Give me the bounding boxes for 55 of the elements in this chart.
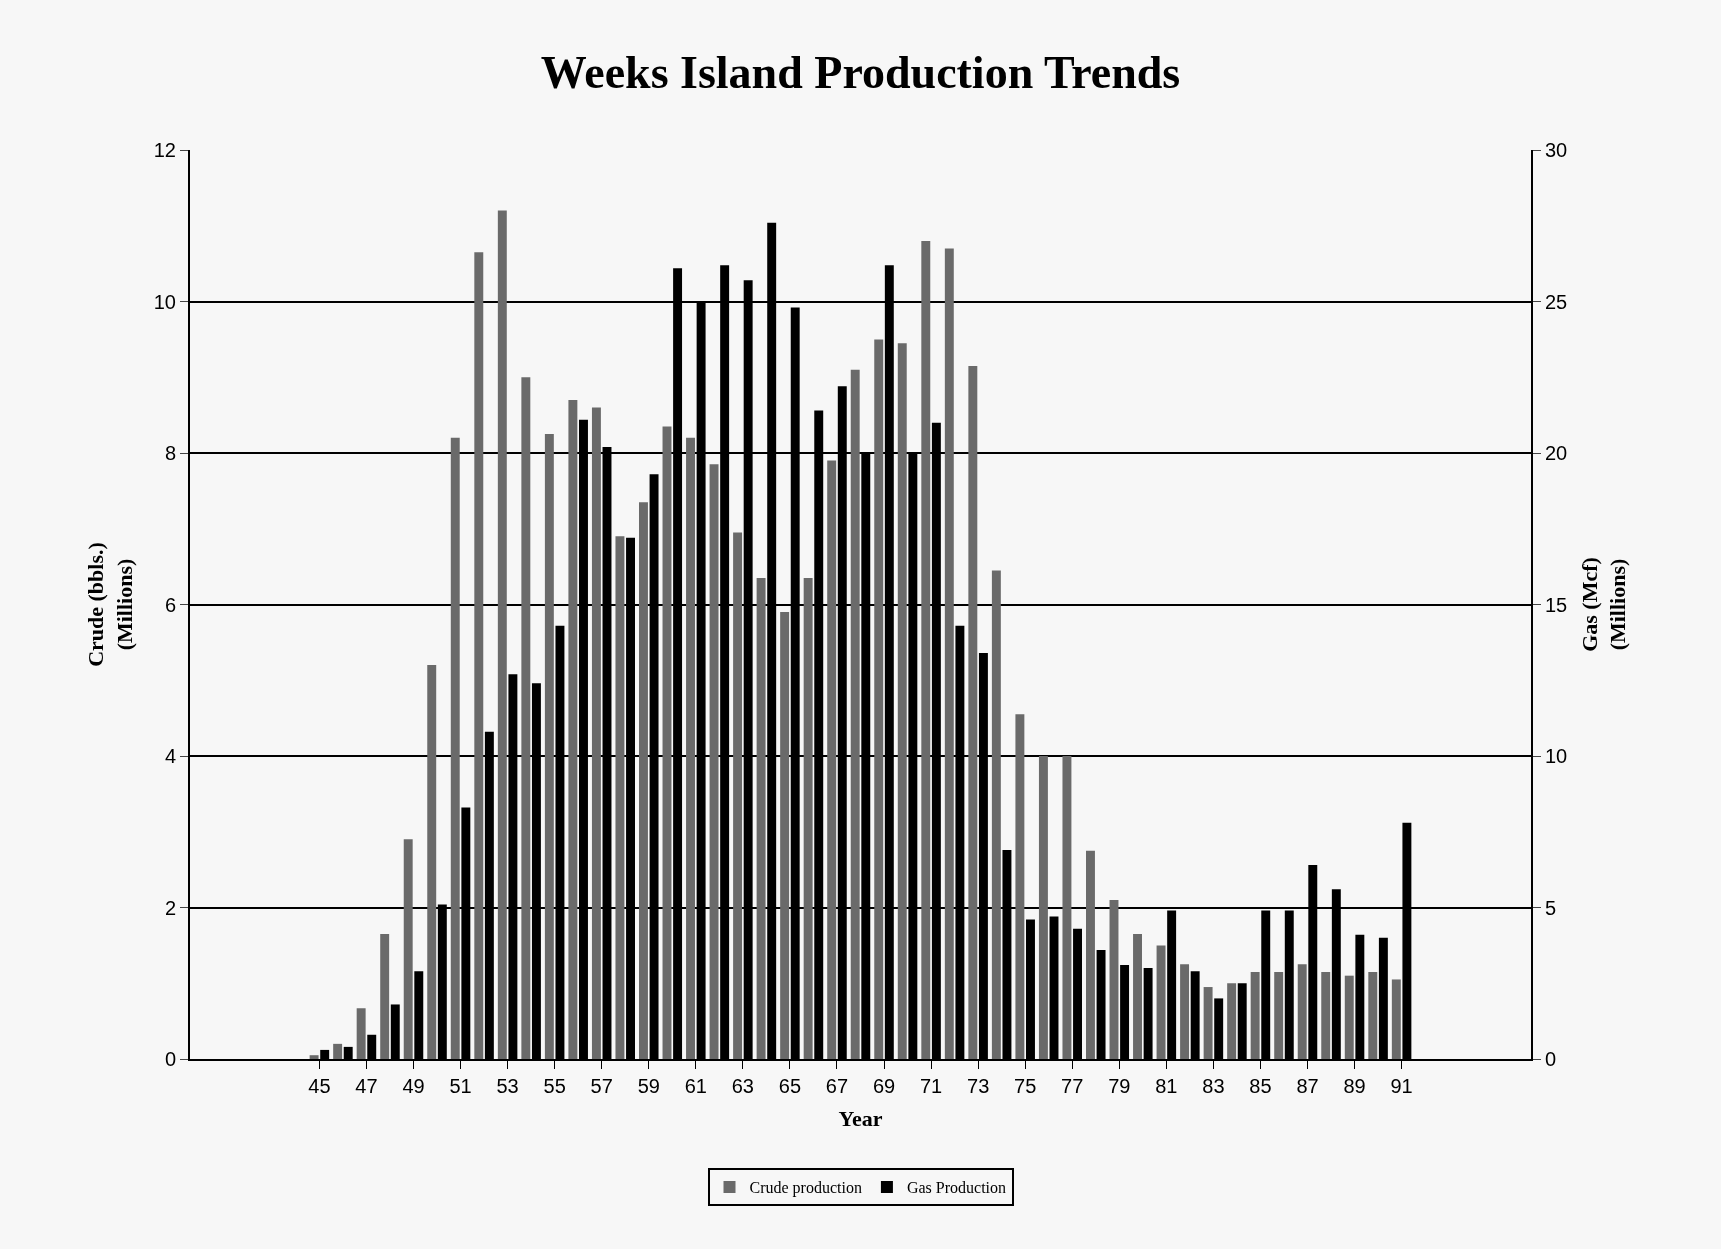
x-tick-label: 69 xyxy=(872,1075,896,1097)
x-tick-label: 81 xyxy=(1155,1075,1178,1097)
x-tick-label: 75 xyxy=(1014,1075,1037,1097)
x-tick-label: 67 xyxy=(825,1075,849,1097)
x-tick-label: 85 xyxy=(1249,1075,1272,1097)
bar xyxy=(427,665,437,1059)
y2-tick-label: 0 xyxy=(1545,1048,1557,1070)
x-tick-label: 53 xyxy=(496,1075,519,1097)
x-tick-label: 57 xyxy=(590,1075,613,1097)
y-tick-label: 4 xyxy=(164,745,176,767)
y-tick-label: 2 xyxy=(164,896,176,919)
x-tick-label: 55 xyxy=(543,1075,566,1097)
x-tick-label: 83 xyxy=(1202,1075,1225,1097)
y-tick-label: 10 xyxy=(153,290,176,313)
y-tick-label: 0 xyxy=(164,1048,176,1070)
bar xyxy=(474,252,484,1059)
bar xyxy=(450,437,460,1059)
y2-tick-label: 25 xyxy=(1545,290,1568,313)
y2-tick-label: 10 xyxy=(1545,745,1568,767)
y2-axis-title: Gas (Mcf) (Millions) xyxy=(1576,557,1631,652)
x-tick-label: 47 xyxy=(355,1075,378,1097)
bar xyxy=(356,1008,366,1059)
x-tick-label: 77 xyxy=(1061,1075,1084,1097)
bar xyxy=(1038,756,1048,1059)
y2-tick-label: 20 xyxy=(1545,442,1568,464)
x-tick-label: 89 xyxy=(1343,1075,1366,1097)
x-tick-label: 73 xyxy=(967,1075,990,1097)
y2-tick-label: 15 xyxy=(1545,593,1568,616)
x-axis-title: Year xyxy=(838,1106,883,1132)
y2-tick-label: 30 xyxy=(1545,139,1568,161)
x-tick-label: 65 xyxy=(778,1075,802,1097)
legend-label: Gas Production xyxy=(906,1179,1007,1197)
x-tick-label: 59 xyxy=(637,1075,660,1097)
x-tick-label: 63 xyxy=(731,1075,754,1097)
bar xyxy=(380,934,390,1059)
bar xyxy=(403,839,413,1059)
y-axis-title: Crude (bbls.) (Millions) xyxy=(83,542,138,667)
x-tick-label: 91 xyxy=(1390,1075,1413,1097)
y2-tick-label: 5 xyxy=(1545,896,1557,919)
bar xyxy=(497,210,507,1059)
bar xyxy=(1062,756,1072,1059)
x-tick-label: 61 xyxy=(684,1075,707,1097)
x-tick-label: 45 xyxy=(308,1075,331,1097)
bar xyxy=(1015,714,1025,1059)
legend-label: Crude production xyxy=(749,1179,862,1198)
x-tick-label: 79 xyxy=(1108,1075,1131,1097)
bar xyxy=(991,570,1001,1059)
x-tick-label: 71 xyxy=(919,1075,943,1097)
x-tick-label: 49 xyxy=(402,1075,425,1097)
chart-title: Weeks Island Production Trends xyxy=(540,47,1181,99)
x-tick-label: 51 xyxy=(449,1075,472,1097)
y-tick-label: 12 xyxy=(153,139,176,161)
x-tick-label: 87 xyxy=(1296,1075,1319,1097)
y-tick-label: 8 xyxy=(164,442,176,464)
y-tick-label: 6 xyxy=(164,593,176,616)
